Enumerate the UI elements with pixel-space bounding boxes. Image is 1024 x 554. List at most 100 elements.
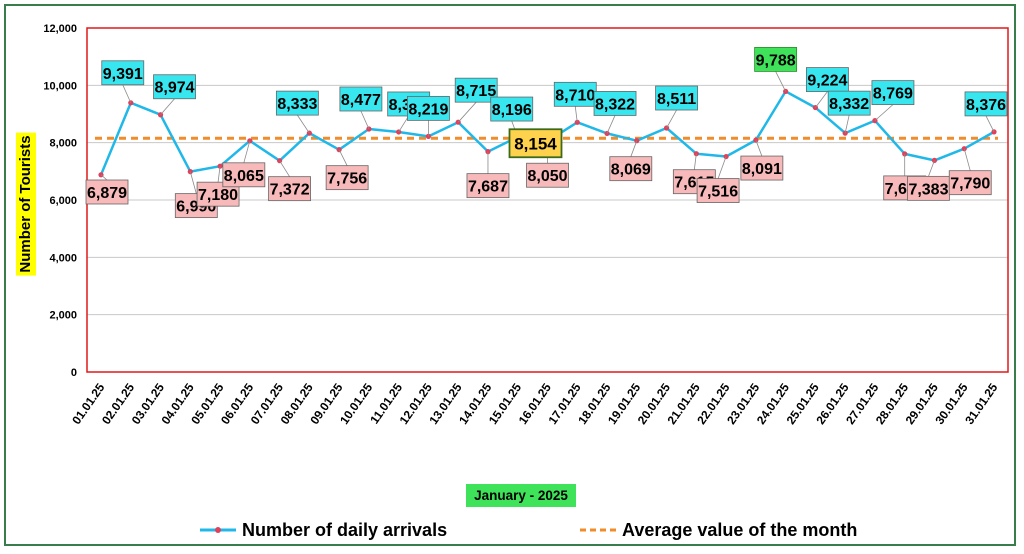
leader-line [717,156,727,179]
leader-line [666,109,677,129]
data-label-text: 7,180 [198,187,238,204]
data-label-text: 8,219 [408,101,448,118]
leader-line [606,115,616,134]
data-label-box [101,60,145,86]
data-label-box [827,90,871,116]
leader-line [279,160,290,177]
legend-item-daily-arrivals: Number of daily arrivals [200,516,447,544]
average-value-label: 8,154 [508,128,563,159]
data-label-box [275,90,319,116]
data-label: 8,065 [222,162,266,188]
data-label-box [268,176,312,202]
leader-line [985,115,995,133]
data-point [574,119,580,125]
data-point [336,147,342,153]
data-label-text: 8,376 [966,97,1006,114]
legend-line-marker-icon [200,527,236,533]
leader-line [243,140,251,163]
data-label: 8,069 [609,156,653,182]
data-label: 8,322 [593,91,637,116]
data-label-text: 8,710 [555,87,595,104]
y-axis-title-wrap: Number of Tourists [14,108,38,300]
data-label-text: 8,322 [595,96,635,113]
data-label-text: 7,687 [468,179,508,196]
leader-line [844,115,850,134]
data-label-box [948,170,992,196]
data-label-box [526,162,569,188]
data-label: 7,516 [696,178,740,203]
data-point [247,138,253,144]
data-label: 8,091 [740,155,784,181]
average-label-text: 8,154 [514,134,557,153]
data-label: 8,715 [454,77,498,103]
data-label-box [593,91,637,116]
legend-label-daily-arrivals: Number of daily arrivals [242,519,448,540]
data-label: 7,383 [907,175,950,201]
data-label: 8,333 [275,90,319,116]
data-label: 8,196 [490,96,534,122]
data-label-box [609,156,653,182]
y-tick-label: 0 [71,367,77,379]
y-tick-label: 4,000 [49,252,77,264]
data-label-box [222,162,266,188]
data-label-text: 7,516 [698,184,738,201]
data-label-box [490,96,534,122]
leader-line [755,139,763,157]
data-label-text: 8,091 [742,161,782,178]
data-label-box [153,74,196,100]
average-label-box [508,128,563,159]
data-label-text: 8,715 [456,83,496,100]
y-tick-label: 8,000 [49,138,77,150]
leader-line [874,104,894,121]
legend-label-average: Average value of the month [622,519,858,540]
data-point [902,151,908,157]
data-label-text: 8,196 [492,102,532,119]
y-tick-label: 10,000 [43,80,77,92]
data-label-box [696,178,740,203]
data-point [693,151,699,157]
y-tick-label: 2,000 [49,310,77,322]
data-label-box [806,67,849,92]
data-label-text: 8,477 [341,92,381,109]
data-label: 9,391 [101,60,145,86]
data-point [187,169,193,175]
data-label: 7,372 [268,176,312,202]
leader-line [630,140,638,157]
data-label-text: 7,372 [270,182,310,199]
data-label: 8,974 [153,74,196,100]
data-label: 8,769 [871,80,915,106]
data-label-box [339,86,383,112]
data-label-text: 7,790 [950,176,990,193]
leader-line [100,174,108,181]
gridlines [87,84,1008,316]
data-label: 7,790 [948,170,992,196]
data-label-text: 9,391 [103,66,143,83]
data-label: 7,180 [196,181,240,207]
leader-line [398,115,410,133]
data-label-text: 9,788 [756,52,796,69]
data-label-text: 9,224 [807,73,847,90]
leader-line [693,153,697,170]
data-label-box [454,77,498,103]
data-label-text: 7,383 [908,181,948,198]
data-label-box [85,179,129,205]
leader-line [574,106,578,123]
leader-line [815,91,828,108]
data-label-box [466,173,510,199]
leader-line [457,101,477,123]
data-label-text: 8,769 [873,86,913,103]
leader-line [963,148,971,171]
data-label-text: 8,069 [611,162,651,179]
leader-line [189,171,197,194]
data-label: 7,687 [466,173,510,199]
data-label: 8,511 [655,85,698,111]
data-label-box [655,85,698,111]
y-axis-title: Number of Tourists [16,132,36,276]
x-axis-ticks: 01.01.2502.01.2503.01.2504.01.2505.01.25… [69,380,1000,427]
data-label-box [740,155,784,181]
data-point [634,138,640,144]
x-axis-title: January - 2025 [466,484,576,507]
data-label-text: 8,050 [527,168,567,185]
data-label-text: 8,974 [155,80,195,97]
